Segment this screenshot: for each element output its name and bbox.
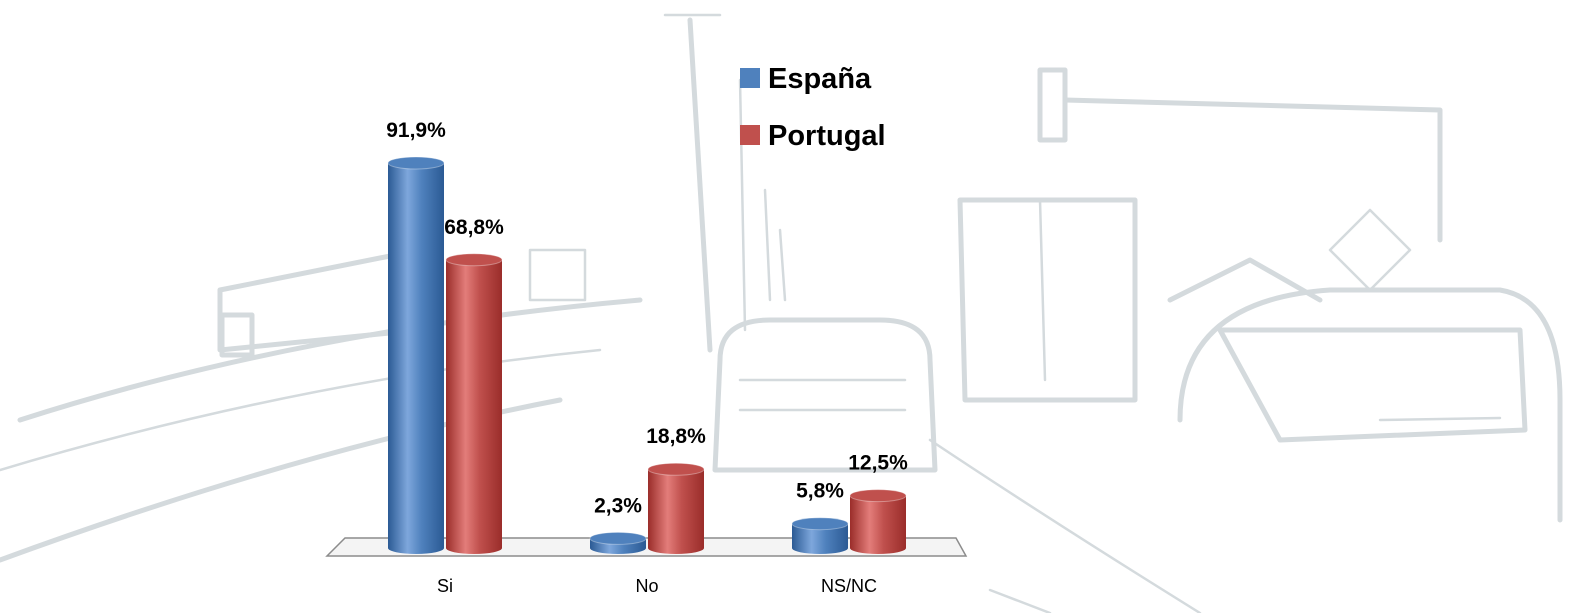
bar [850, 495, 906, 554]
data-label: 68,8% [444, 216, 504, 239]
background-sketch [0, 13, 1563, 613]
data-label: 12,5% [848, 452, 908, 475]
bar-top [791, 517, 849, 531]
bar-top [647, 462, 705, 476]
bar-top [849, 489, 907, 503]
legend-label: España [768, 63, 872, 95]
bar-top [589, 531, 647, 545]
legend-label: Portugal [768, 120, 886, 152]
bar-top [387, 156, 445, 170]
data-label: 18,8% [646, 425, 706, 448]
data-label: 91,9% [386, 119, 446, 142]
data-label: 2,3% [594, 494, 642, 517]
legend-swatch [740, 68, 760, 88]
bar [388, 163, 444, 554]
legend: España Portugal [740, 63, 886, 152]
bar [792, 523, 848, 554]
x-tick-label: NS/NC [821, 576, 877, 596]
bar-top [445, 253, 503, 267]
bar [446, 259, 502, 554]
x-tick-label: No [635, 576, 658, 596]
x-tick-label: Si [437, 576, 453, 596]
legend-swatch [740, 125, 760, 145]
data-label: 5,8% [796, 480, 844, 503]
bar [648, 469, 704, 554]
